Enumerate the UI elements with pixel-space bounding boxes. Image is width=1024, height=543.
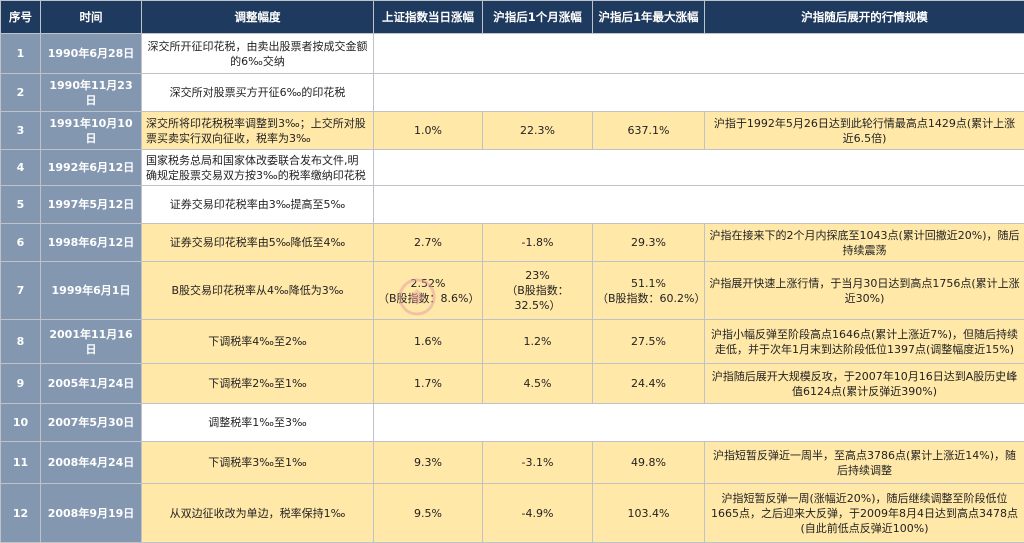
row-1m-change: 4.5% [482,363,593,404]
row-day-change: 9.5% [373,483,483,543]
col-header-date: 时间 [40,0,142,34]
row-day-change: 2.7% [373,223,483,262]
table-row: 2 1990年11月23日 深交所对股票买方开征6‰的印花税 [0,73,1024,112]
table-row: 10 2007年5月30日 调整税率1‰至3‰ [0,403,1024,442]
row-1m-change: -4.9% [482,483,593,543]
row-1y-max-change: 51.1% （B股指数：60.2%） [592,261,705,320]
table-row: 6 1998年6月12日 证券交易印花税率由5‰降低至4‰ 2.7% -1.8%… [0,223,1024,262]
row-adjustment: 下调税率2‰至1‰ [141,363,374,404]
col-header-adjustment: 调整幅度 [141,0,374,34]
table-row: 9 2005年1月24日 下调税率2‰至1‰ 1.7% 4.5% 24.4% 沪… [0,363,1024,404]
row-adjustment: 深交所开征印花税，由卖出股票者按成交金额的6‰交纳 [141,33,374,74]
row-date: 2005年1月24日 [40,363,142,404]
table-row: 12 2008年9月19日 从双边征收改为单边，税率保持1‰ 9.5% -4.9… [0,483,1024,543]
col-header-1y-max-change: 沪指后1年最大涨幅 [592,0,705,34]
row-adjustment: 深交所对股票买方开征6‰的印花税 [141,73,374,112]
table-row: 5 1997年5月12日 证券交易印花税率由3‰提高至5‰ [0,185,1024,224]
table-row: 4 1992年6月12日 国家税务总局和国家体改委联合发布文件,明确规定股票交易… [0,149,1024,186]
row-date: 1991年10月10日 [40,111,142,150]
row-index: 6 [0,223,41,262]
row-index: 11 [0,441,41,484]
row-market-scale: 沪指于1992年5月26日达到此轮行情最高点1429点(累计上涨近6.5倍) [704,111,1024,150]
row-index: 8 [0,319,41,364]
col-header-1m-change: 沪指后1个月涨幅 [482,0,593,34]
row-market-scale: 沪指在接来下的2个月内探底至1043点(累计回撤近20%)，随后持续震荡 [704,223,1024,262]
row-market-scale: 沪指随后展开大规模反攻，于2007年10月16日达到A股历史峰值6124点(累计… [704,363,1024,404]
row-empty [373,149,1024,186]
row-1m-change: -3.1% [482,441,593,484]
row-adjustment: 下调税率3‰至1‰ [141,441,374,484]
row-day-change: 1.6% [373,319,483,364]
row-index: 5 [0,185,41,224]
row-adjustment: 从双边征收改为单边，税率保持1‰ [141,483,374,543]
row-adjustment: 下调税率4‰至2‰ [141,319,374,364]
row-1y-max-change: 29.3% [592,223,705,262]
row-adjustment: 深交所将印花税税率调整到3‰；上交所对股票买卖实行双向征收，税率为3‰ [141,111,374,150]
header-row: 序号 时间 调整幅度 上证指数当日涨幅 沪指后1个月涨幅 沪指后1年最大涨幅 沪… [0,0,1024,34]
row-1y-max-change: 24.4% [592,363,705,404]
row-1m-change: 1.2% [482,319,593,364]
row-index: 12 [0,483,41,543]
row-index: 2 [0,73,41,112]
row-date: 2001年11月16日 [40,319,142,364]
row-index: 10 [0,403,41,442]
row-index: 7 [0,261,41,320]
table-row: 1 1990年6月28日 深交所开征印花税，由卖出股票者按成交金额的6‰交纳 [0,33,1024,74]
row-adjustment: 调整税率1‰至3‰ [141,403,374,442]
row-index: 3 [0,111,41,150]
col-header-day-change: 上证指数当日涨幅 [373,0,483,34]
row-1y-max-change: 103.4% [592,483,705,543]
row-adjustment: 证券交易印花税率由5‰降低至4‰ [141,223,374,262]
row-market-scale: 沪指短暂反弹近一周半，至高点3786点(累计上涨近14%)，随后持续调整 [704,441,1024,484]
row-day-change: 9.3% [373,441,483,484]
row-market-scale: 沪指展开快速上涨行情，于当月30日达到高点1756点(累计上涨近30%) [704,261,1024,320]
table-row: 3 1991年10月10日 深交所将印花税税率调整到3‰；上交所对股票买卖实行双… [0,111,1024,150]
row-date: 1990年6月28日 [40,33,142,74]
row-1y-max-change: 49.8% [592,441,705,484]
row-date: 1997年5月12日 [40,185,142,224]
row-empty [373,33,1024,74]
row-market-scale: 沪指小幅反弹至阶段高点1646点(累计上涨近7%)，但随后持续走低，并于次年1月… [704,319,1024,364]
table-row: 7 1999年6月1日 B股交易印花税率从4‰降低为3‰ 2.52% （B股指数… [0,261,1024,320]
row-date: 2008年4月24日 [40,441,142,484]
row-1m-change: -1.8% [482,223,593,262]
col-header-market-scale: 沪指随后展开的行情规模 [704,0,1024,34]
col-header-index: 序号 [0,0,41,34]
row-index: 1 [0,33,41,74]
table-row: 11 2008年4月24日 下调税率3‰至1‰ 9.3% -3.1% 49.8%… [0,441,1024,484]
row-date: 2007年5月30日 [40,403,142,442]
row-1y-max-change: 637.1% [592,111,705,150]
row-1m-change: 23% （B股指数：32.5%） [482,261,593,320]
row-empty [373,73,1024,112]
table-row: 8 2001年11月16日 下调税率4‰至2‰ 1.6% 1.2% 27.5% … [0,319,1024,364]
row-date: 1992年6月12日 [40,149,142,186]
row-adjustment: 国家税务总局和国家体改委联合发布文件,明确规定股票交易双方按3‰的税率缴纳印花税 [141,149,374,186]
row-market-scale: 沪指短暂反弹一周(涨幅近20%)，随后继续调整至阶段低位1665点，之后迎来大反… [704,483,1024,543]
row-1m-change: 22.3% [482,111,593,150]
row-index: 4 [0,149,41,186]
row-index: 9 [0,363,41,404]
row-day-change: 1.0% [373,111,483,150]
row-empty [373,185,1024,224]
row-empty [373,403,1024,442]
row-adjustment: B股交易印花税率从4‰降低为3‰ [141,261,374,320]
row-date: 1990年11月23日 [40,73,142,112]
row-day-change: 2.52% （B股指数：8.6%） [373,261,483,320]
row-date: 2008年9月19日 [40,483,142,543]
row-day-change: 1.7% [373,363,483,404]
row-date: 1998年6月12日 [40,223,142,262]
row-1y-max-change: 27.5% [592,319,705,364]
row-date: 1999年6月1日 [40,261,142,320]
row-adjustment: 证券交易印花税率由3‰提高至5‰ [141,185,374,224]
